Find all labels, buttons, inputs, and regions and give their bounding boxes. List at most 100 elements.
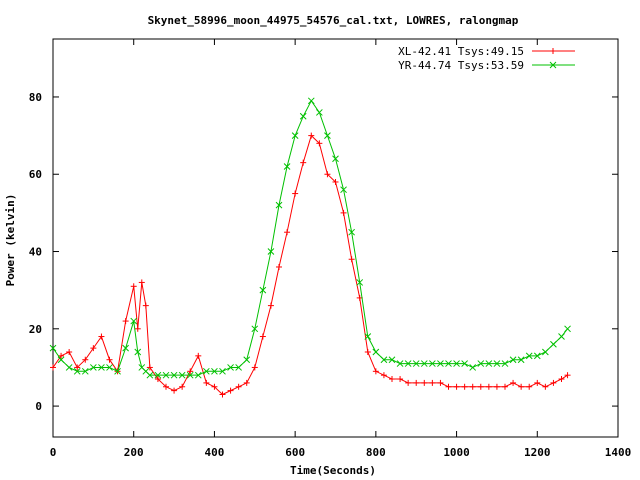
- x-marker: [477, 360, 485, 367]
- plus-marker: [292, 190, 299, 197]
- x-marker: [493, 360, 501, 367]
- x-marker: [90, 364, 97, 371]
- x-marker: [380, 356, 388, 364]
- plus-marker: [300, 159, 307, 166]
- plot-frame: [52, 38, 619, 438]
- x-marker: [65, 364, 73, 371]
- x-marker: [517, 356, 525, 364]
- plus-marker: [340, 209, 347, 216]
- plus-marker: [542, 383, 549, 390]
- x-marker: [154, 371, 162, 379]
- plus-marker: [243, 379, 250, 386]
- x-marker: [542, 348, 549, 356]
- x-marker: [122, 344, 129, 352]
- plus-marker: [138, 279, 145, 286]
- x-marker: [324, 132, 331, 139]
- x-tick-label: 1200: [524, 446, 551, 459]
- x-marker: [251, 325, 259, 333]
- plus-marker: [276, 263, 282, 270]
- series-line: [52, 99, 568, 376]
- x-marker: [445, 360, 452, 367]
- series-1: [50, 132, 571, 398]
- plus-marker: [364, 348, 371, 355]
- x-marker: [364, 333, 372, 340]
- plus-marker: [154, 376, 161, 383]
- plus-marker: [518, 383, 525, 390]
- plus-marker: [58, 352, 65, 359]
- x-marker: [235, 364, 242, 371]
- series-layer: [49, 97, 571, 398]
- plus-marker: [227, 387, 234, 394]
- y-axis-label: Power (kelvin): [4, 194, 17, 287]
- plus-marker: [90, 345, 97, 352]
- x-marker: [170, 371, 178, 379]
- x-tick-label: 0: [50, 446, 57, 459]
- plus-marker: [146, 364, 153, 371]
- plus-marker: [211, 383, 218, 390]
- x-marker: [412, 360, 420, 367]
- x-marker: [356, 279, 364, 286]
- plus-marker: [98, 333, 105, 340]
- plus-marker: [134, 325, 141, 332]
- plus-marker: [130, 283, 137, 290]
- plus-marker: [429, 379, 436, 386]
- plus-marker: [437, 379, 444, 386]
- plus-marker: [485, 383, 492, 390]
- plus-marker: [142, 302, 149, 309]
- x-marker: [130, 317, 138, 325]
- x-marker: [404, 360, 412, 367]
- x-marker: [558, 333, 565, 340]
- plus-marker: [195, 352, 202, 359]
- series-2: [49, 97, 571, 379]
- y-tick-label: 0: [35, 400, 42, 413]
- plus-marker: [502, 383, 508, 390]
- y-tick-label: 40: [29, 246, 42, 259]
- y-tick-label: 80: [29, 91, 42, 104]
- x-tick-label: 400: [204, 446, 224, 459]
- x-marker: [203, 367, 210, 375]
- x-marker: [49, 344, 57, 352]
- x-marker: [372, 348, 380, 356]
- x-marker: [194, 371, 202, 379]
- x-marker: [57, 356, 65, 364]
- x-marker: [291, 132, 299, 139]
- plus-marker: [389, 376, 395, 383]
- plus-marker: [348, 256, 355, 263]
- x-marker: [429, 360, 436, 367]
- plus-marker: [397, 376, 404, 383]
- plus-marker: [413, 379, 420, 386]
- plus-marker: [308, 132, 315, 139]
- series-line: [52, 134, 568, 396]
- x-marker: [211, 367, 218, 375]
- y-tick-label: 20: [29, 323, 42, 336]
- x-marker: [332, 155, 339, 163]
- x-marker: [259, 286, 267, 294]
- plus-marker: [550, 379, 557, 386]
- plus-marker: [235, 383, 242, 390]
- x-marker: [340, 186, 347, 194]
- plus-marker: [122, 318, 129, 325]
- plus-marker: [66, 348, 73, 355]
- x-tick-label: 1400: [605, 446, 632, 459]
- plus-marker: [405, 379, 412, 386]
- plus-marker: [316, 140, 323, 147]
- plus-marker: [50, 364, 56, 371]
- x-marker: [501, 360, 509, 367]
- plus-marker: [477, 383, 484, 390]
- plus-marker: [74, 364, 81, 371]
- x-axis-label: Time(Seconds): [290, 464, 376, 477]
- plus-marker: [163, 383, 169, 390]
- plus-marker: [510, 379, 517, 386]
- plus-marker: [469, 383, 476, 390]
- x-marker: [461, 360, 468, 367]
- plus-marker: [284, 229, 291, 236]
- plus-marker: [187, 368, 194, 375]
- x-marker: [162, 371, 170, 379]
- plus-marker: [445, 383, 452, 390]
- x-tick-label: 1000: [443, 446, 470, 459]
- x-marker: [98, 364, 105, 371]
- plus-marker: [550, 48, 556, 54]
- x-marker: [307, 97, 315, 105]
